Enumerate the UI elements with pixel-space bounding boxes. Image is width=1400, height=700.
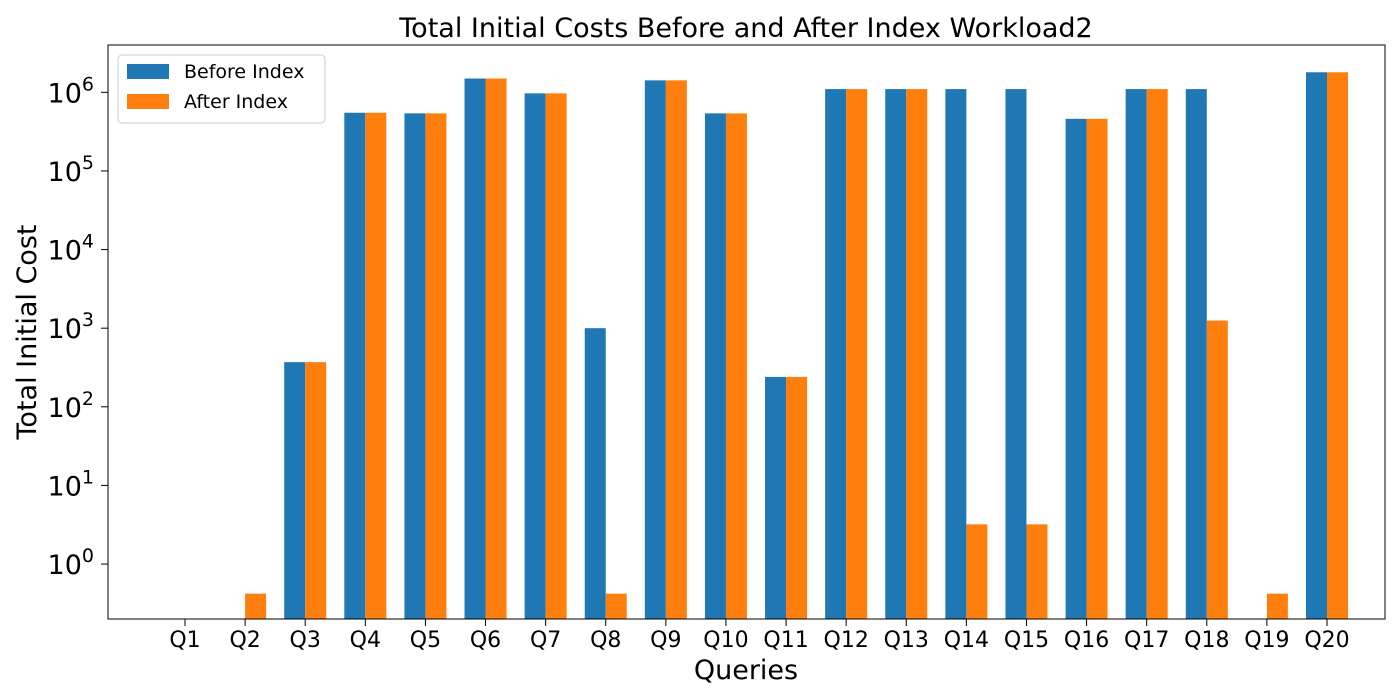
chart-title: Total Initial Costs Before and After Ind…: [398, 13, 1092, 44]
x-tick-label: Q18: [1184, 628, 1229, 653]
bar-after-q8: [605, 593, 627, 619]
bar-before-q6: [464, 78, 486, 620]
bar-after-q6: [485, 78, 507, 620]
x-tick-label: Q14: [944, 628, 989, 653]
bars-group: [245, 72, 1348, 620]
bar-after-q18: [1206, 320, 1228, 619]
x-tick-label: Q16: [1064, 628, 1109, 653]
x-tick-label: Q15: [1004, 628, 1049, 653]
bar-before-q14: [945, 89, 967, 619]
bar-after-q3: [305, 362, 327, 619]
y-tick-label: 106: [48, 73, 94, 109]
bar-after-q16: [1086, 118, 1108, 619]
bar-before-q9: [644, 80, 666, 620]
bar-after-q20: [1327, 72, 1348, 619]
x-tick-label: Q12: [824, 628, 869, 653]
bar-before-q11: [765, 376, 787, 619]
x-tick-label: Q3: [290, 628, 321, 653]
bar-before-q4: [344, 112, 366, 619]
bar-before-q3: [284, 362, 306, 619]
bar-after-q19: [1266, 593, 1288, 619]
legend-swatch-after: [127, 94, 169, 109]
bar-after-q15: [1026, 524, 1048, 619]
legend-label-before: Before Index: [184, 61, 304, 83]
bar-after-q17: [1146, 89, 1168, 619]
x-tick-label: Q5: [410, 628, 441, 653]
bar-after-q13: [906, 89, 928, 619]
x-axis-ticks: Q1 Q2 Q3 Q4 Q5 Q6 Q7 Q8 Q9 Q10 Q11 Q12 Q13 Q14 Q15 Q16 Q…: [169, 619, 1350, 653]
y-axis-ticks: 100 101 102 103 104 105 106: [48, 73, 108, 581]
x-axis-label: Queries: [694, 655, 798, 686]
bar-before-q7: [524, 93, 546, 620]
x-tick-label: Q20: [1304, 628, 1349, 653]
bar-after-q9: [665, 80, 687, 620]
bar-after-q11: [786, 376, 808, 619]
y-tick-label: 100: [48, 545, 94, 581]
bar-after-q10: [725, 113, 747, 620]
bar-before-q10: [704, 113, 726, 620]
bar-before-q18: [1185, 89, 1207, 619]
legend: Before Index After Index: [117, 54, 326, 124]
x-tick-label: Q17: [1124, 628, 1169, 653]
bar-before-q12: [825, 89, 847, 619]
bar-before-q20: [1306, 72, 1327, 619]
bar-before-q15: [1005, 89, 1027, 619]
y-tick-label: 102: [48, 388, 94, 424]
x-tick-label: Q19: [1244, 628, 1289, 653]
bar-after-q4: [365, 112, 387, 619]
x-tick-label: Q10: [703, 628, 748, 653]
bar-before-q8: [584, 328, 606, 619]
y-tick-label: 101: [48, 466, 94, 502]
bar-before-q16: [1065, 118, 1087, 619]
x-tick-label: Q6: [470, 628, 501, 653]
legend-box: [117, 54, 326, 124]
y-tick-label: 103: [48, 309, 94, 345]
plot-frame: [107, 44, 1386, 620]
y-axis-label: Total Initial Cost: [12, 225, 43, 441]
y-tick-label: 104: [48, 231, 94, 267]
x-tick-label: Q1: [169, 628, 200, 653]
bar-after-q7: [545, 93, 567, 620]
bar-before-q13: [885, 89, 907, 619]
x-tick-label: Q7: [530, 628, 561, 653]
x-tick-label: Q13: [884, 628, 929, 653]
y-tick-label: 105: [48, 152, 94, 188]
x-tick-label: Q2: [229, 628, 260, 653]
bar-before-q5: [404, 113, 426, 620]
x-tick-label: Q4: [350, 628, 381, 653]
bar-after-q14: [966, 524, 988, 619]
bar-after-q12: [846, 89, 868, 619]
x-tick-label: Q11: [763, 628, 808, 653]
bar-after-q5: [425, 113, 447, 620]
bar-after-q2: [245, 593, 267, 619]
x-tick-label: Q8: [590, 628, 621, 653]
legend-swatch-before: [127, 64, 169, 79]
legend-label-after: After Index: [184, 91, 288, 113]
bar-before-q17: [1125, 89, 1147, 619]
x-tick-label: Q9: [650, 628, 681, 653]
